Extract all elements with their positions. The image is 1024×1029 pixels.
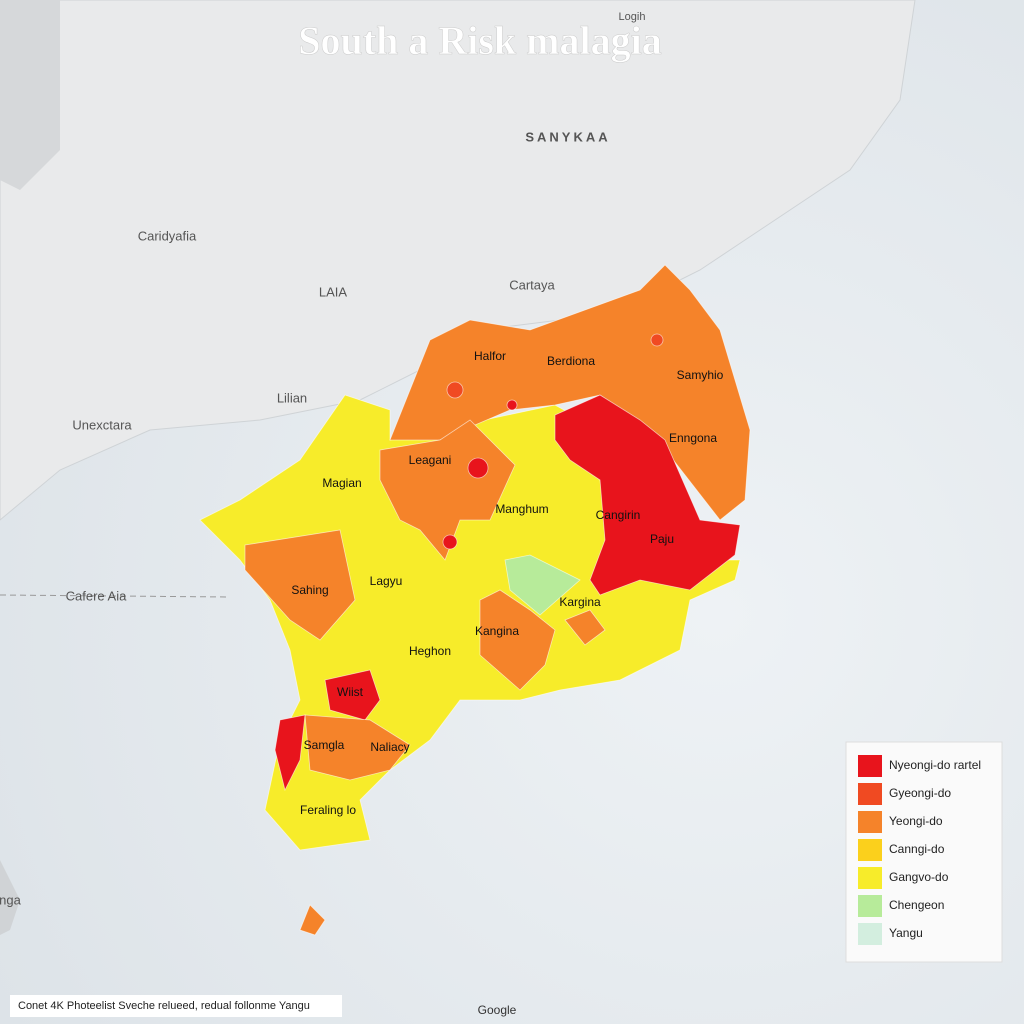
legend-label: Gyeongi-do [889,786,951,800]
hotspot [467,457,489,479]
island [299,904,326,936]
regions [199,264,751,936]
landmass [0,0,60,190]
region [389,264,751,521]
region-label: Wiist [337,685,364,699]
region [379,419,516,561]
legend-swatch [858,895,882,917]
region-label: Halfor [474,349,506,363]
region [304,714,411,781]
legend-label: Yangu [889,926,923,940]
region-label: Sahing [291,583,328,597]
legend-swatch [858,923,882,945]
legend-label: Yeongi-do [889,814,943,828]
provider: Google [478,1003,517,1017]
region-label: Naliacy [370,740,409,754]
attribution: Conet 4K Photeelist Sveche relueed, redu… [18,1000,310,1012]
place-label: Lilian [277,390,307,405]
landmass [0,0,916,521]
region-label: Berdiona [547,354,595,368]
place-label: Unexctara [72,417,132,432]
place-label: Cartaya [509,277,555,292]
place-label: LAIA [319,284,348,299]
hotspot [650,333,664,347]
region-label: Enngona [669,431,717,445]
region-label: Feraling lo [300,803,356,817]
region-label: Kangina [475,624,519,638]
legend-label: Chengeon [889,898,944,912]
region [324,669,381,721]
place-label: Logih [619,11,646,23]
region-label: Paju [650,532,674,546]
legend-swatch [858,783,882,805]
place-label: Caridyafia [138,228,197,243]
place-label: Cafere Aia [66,588,127,603]
hotspot [442,534,458,550]
legend-swatch [858,811,882,833]
legend-label: Canngi-do [889,842,945,856]
boundary [0,594,231,598]
place-label: nga [0,892,22,907]
region [554,394,741,596]
hotspot [446,381,464,399]
legend-swatch [858,755,882,777]
region [244,529,356,641]
region [504,554,581,616]
place-label: SANYKAA [525,129,610,144]
legend-swatch [858,867,882,889]
attribution-box [10,995,342,1017]
hotspot [506,399,518,411]
legend-swatch [858,839,882,861]
region-label: Kargina [559,595,601,609]
region-label: Heghon [409,644,451,658]
region [274,714,306,792]
region-label: Magian [322,476,361,490]
region-label: Samgla [304,738,345,752]
legend-label: Gangvo-do [889,870,949,884]
legend-label: Nyeongi-do rartel [889,758,981,772]
region-label: Lagyu [370,574,403,588]
region-label: Leagani [409,453,452,467]
region-label: Samyhio [677,368,724,382]
landmass [0,860,20,935]
region [479,589,556,691]
region-label: Cangirin [596,508,641,522]
region-label: Manghum [495,502,548,516]
map-title: South a Risk malagia [298,18,661,63]
region [564,609,606,646]
